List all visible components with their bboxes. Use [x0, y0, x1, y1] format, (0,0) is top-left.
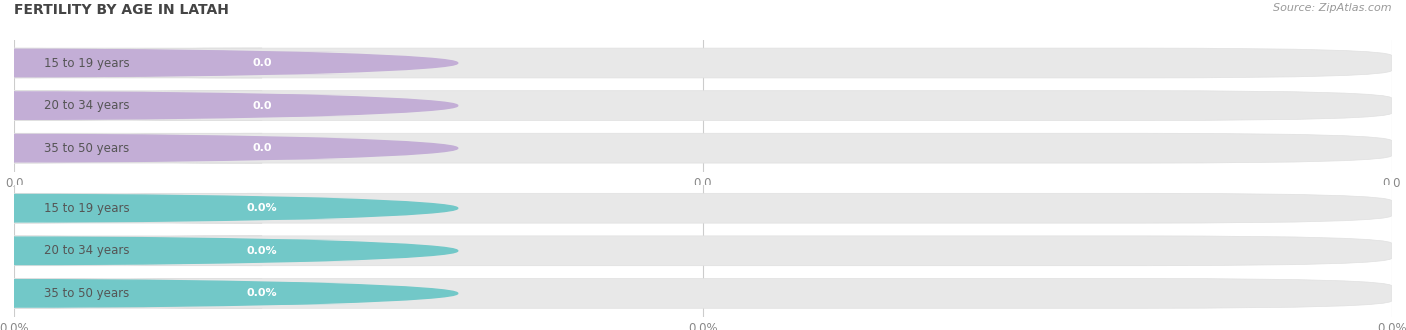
Circle shape — [0, 194, 458, 222]
FancyBboxPatch shape — [0, 133, 262, 163]
Text: FERTILITY BY AGE IN LATAH: FERTILITY BY AGE IN LATAH — [14, 3, 229, 17]
Text: 0.0: 0.0 — [252, 143, 271, 153]
Text: 0.0: 0.0 — [252, 101, 271, 111]
FancyBboxPatch shape — [14, 193, 1392, 223]
FancyBboxPatch shape — [156, 197, 368, 219]
FancyBboxPatch shape — [14, 236, 1392, 266]
FancyBboxPatch shape — [0, 91, 262, 120]
Text: 0.0%: 0.0% — [247, 203, 277, 213]
Circle shape — [0, 134, 458, 162]
FancyBboxPatch shape — [14, 91, 1392, 120]
Text: 15 to 19 years: 15 to 19 years — [45, 56, 129, 70]
Text: 0.0%: 0.0% — [247, 288, 277, 298]
FancyBboxPatch shape — [14, 48, 1392, 78]
Text: 0.0%: 0.0% — [247, 246, 277, 256]
Text: Source: ZipAtlas.com: Source: ZipAtlas.com — [1274, 3, 1392, 13]
FancyBboxPatch shape — [156, 52, 368, 74]
FancyBboxPatch shape — [156, 240, 368, 262]
Text: 20 to 34 years: 20 to 34 years — [45, 99, 129, 112]
FancyBboxPatch shape — [0, 48, 262, 78]
Circle shape — [0, 49, 458, 77]
FancyBboxPatch shape — [0, 193, 262, 223]
Text: 0.0: 0.0 — [252, 58, 271, 68]
FancyBboxPatch shape — [156, 282, 368, 305]
FancyBboxPatch shape — [14, 279, 1392, 308]
FancyBboxPatch shape — [156, 137, 368, 159]
Circle shape — [0, 280, 458, 307]
Circle shape — [0, 237, 458, 265]
FancyBboxPatch shape — [156, 94, 368, 117]
Text: 15 to 19 years: 15 to 19 years — [45, 202, 129, 215]
FancyBboxPatch shape — [14, 133, 1392, 163]
FancyBboxPatch shape — [0, 279, 262, 308]
Circle shape — [0, 92, 458, 119]
Text: 20 to 34 years: 20 to 34 years — [45, 244, 129, 257]
Text: 35 to 50 years: 35 to 50 years — [45, 142, 129, 155]
FancyBboxPatch shape — [0, 236, 262, 266]
Text: 35 to 50 years: 35 to 50 years — [45, 287, 129, 300]
